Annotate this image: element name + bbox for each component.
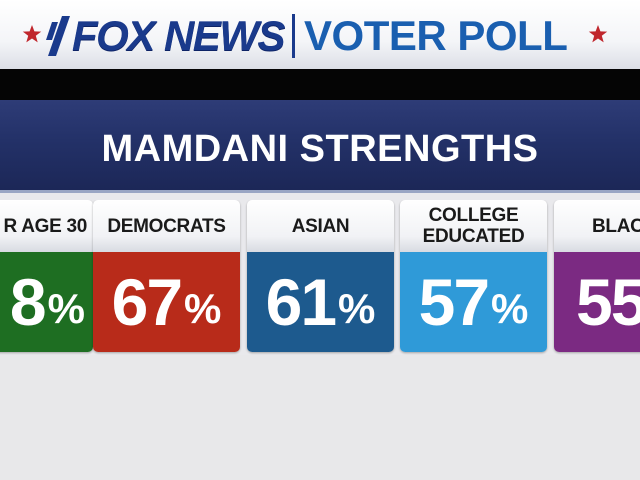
card-value-box: 8% bbox=[0, 252, 93, 352]
poll-name: VOTER POLL bbox=[304, 12, 568, 59]
stat-cards: R AGE 30 8% DEMOCRATS 67% ASIAN 61% COLL… bbox=[0, 200, 640, 355]
title-bar: MAMDANI STRENGTHS bbox=[0, 100, 640, 193]
card-value: 57 bbox=[418, 265, 490, 339]
card-value-box: 61% bbox=[247, 252, 394, 352]
stat-card-democrats: DEMOCRATS 67% bbox=[93, 200, 240, 352]
card-label: DEMOCRATS bbox=[107, 215, 226, 237]
fox-logo-icon bbox=[44, 14, 70, 58]
card-unit: % bbox=[184, 285, 222, 332]
card-label: R AGE 30 bbox=[3, 215, 88, 237]
card-unit: % bbox=[491, 285, 529, 332]
card-value-box: 67% bbox=[93, 252, 240, 352]
brand: FOX NEWS VOTER POLL bbox=[44, 10, 568, 62]
card-value: 67 bbox=[111, 265, 183, 339]
network-name: FOX NEWS bbox=[72, 12, 286, 59]
card-label: ASIAN bbox=[291, 215, 350, 237]
stat-card-black: BLAC 55 bbox=[554, 200, 640, 352]
stat-card-college-educated: COLLEGE EDUCATED 57% bbox=[400, 200, 547, 352]
stat-card-asian: ASIAN 61% bbox=[247, 200, 394, 352]
page-title: MAMDANI STRENGTHS bbox=[101, 128, 539, 170]
black-strip bbox=[0, 69, 640, 100]
card-value: 61 bbox=[265, 265, 337, 339]
header-banner: FOX NEWS VOTER POLL bbox=[0, 0, 640, 69]
card-unit: % bbox=[338, 285, 376, 332]
card-unit: % bbox=[47, 285, 85, 332]
empty-background bbox=[0, 355, 640, 480]
card-value: 55 bbox=[576, 265, 640, 339]
star-icon bbox=[22, 24, 42, 44]
card-value-box: 57% bbox=[400, 252, 547, 352]
divider bbox=[292, 14, 296, 58]
card-label: COLLEGE EDUCATED bbox=[422, 205, 525, 247]
card-value: 8 bbox=[9, 265, 47, 339]
star-icon bbox=[588, 24, 608, 44]
card-value-box: 55 bbox=[554, 252, 640, 352]
card-label: BLAC bbox=[592, 215, 640, 237]
stat-card-under-age-30: R AGE 30 8% bbox=[0, 200, 93, 352]
